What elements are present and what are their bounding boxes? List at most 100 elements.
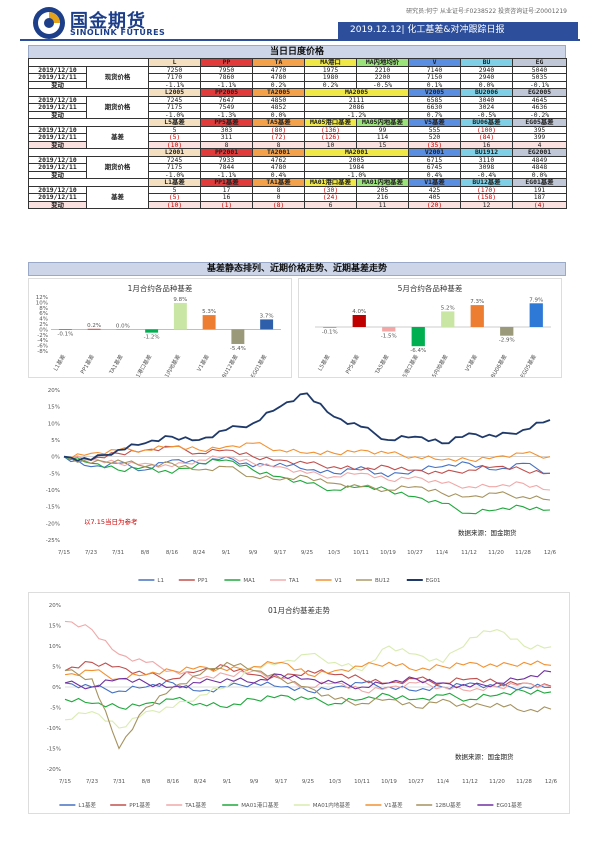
x-tick-label: TA5基差: [372, 353, 390, 377]
legend-label: L1: [157, 578, 164, 584]
value-cell: 205: [356, 185, 409, 194]
value-cell: 191: [512, 185, 567, 194]
price-table: L PP TA MA港口 MA内地均价 V BU EG 2019/12/10 现货价格 7250 79…: [28, 58, 567, 209]
x-tick-label: 8/16: [167, 779, 180, 785]
x-tick-label: 10/19: [381, 779, 397, 785]
table-header-cell: PP: [200, 58, 253, 67]
value-cell: (8): [252, 200, 305, 209]
x-tick-label: 8/8: [142, 779, 151, 785]
value-cell: 7549: [200, 103, 253, 112]
value-cell: 16: [200, 193, 253, 202]
report-header: 国金期货 SINOLINK FUTURES 研究员:何宁 从业证号:F02385…: [0, 0, 595, 46]
x-tick-label: 7/31: [112, 550, 124, 556]
table-header-cell: EG01基差: [512, 178, 567, 187]
x-tick-label: 9/17: [275, 779, 288, 785]
table-header-cell: MA01港口基差: [304, 178, 357, 187]
section-daily-title: 当日日度价格: [28, 45, 566, 59]
value-cell: 4780: [252, 163, 305, 172]
value-cell: -0.5%: [356, 80, 409, 89]
row-date-cell: 变动: [28, 170, 87, 179]
value-cell: 6630: [408, 103, 461, 112]
value-cell: 4770: [252, 65, 305, 74]
legend-label: MA01港口基差: [241, 801, 279, 809]
y-tick-label: -20%: [47, 767, 61, 773]
x-tick-label: L1基差: [51, 353, 67, 373]
value-cell: (24): [304, 193, 357, 202]
table-header-cell: PP2001: [200, 148, 253, 157]
x-tick-label: 9/17: [274, 550, 287, 556]
bar: [529, 303, 543, 327]
row-date-cell: 2019/12/11: [28, 73, 87, 82]
value-cell: -1.3%: [200, 110, 253, 119]
y-tick-label: 10%: [49, 644, 61, 650]
value-cell: 7860: [200, 73, 253, 82]
chart-title: 5月合约各品种基差: [398, 283, 463, 293]
table-header-cell: MA2005: [304, 88, 409, 97]
value-cell: 4636: [512, 103, 567, 112]
bar-value-label: -5.4%: [230, 346, 246, 352]
y-tick-label: -4%: [37, 338, 48, 344]
value-cell: 5040: [512, 65, 567, 74]
value-cell: 311: [200, 133, 253, 142]
y-tick-label: 8%: [39, 306, 48, 312]
legend-label: MA1: [243, 578, 255, 584]
value-cell: 3024: [460, 103, 513, 112]
x-tick-label: 7/15: [59, 779, 72, 785]
value-cell: 16: [460, 140, 513, 149]
table-row: 2019/12/10 基差 5 17 8 (30) 205 425 (170) 191: [28, 185, 567, 209]
row-group-label: 基差: [86, 125, 149, 149]
value-cell: 2111: [304, 95, 409, 104]
value-cell: 114: [356, 133, 409, 142]
value-cell: 7175: [148, 103, 201, 112]
bar-value-label: 7.3%: [470, 299, 484, 305]
x-tick-label: 7/31: [113, 779, 125, 785]
bar: [323, 327, 337, 328]
y-tick-label: -5%: [50, 706, 61, 712]
table-header-cell: BU1912: [460, 148, 513, 157]
y-tick-label: -25%: [46, 538, 60, 544]
value-cell: (170): [460, 185, 513, 194]
legend-label: EG01: [426, 578, 441, 584]
y-tick-label: -2%: [37, 333, 48, 339]
table-row: 变动 (10) 8 8 10 15 (35) 16 4: [28, 140, 567, 149]
bar-value-label: 5.2%: [441, 305, 455, 311]
value-cell: -1.1%: [148, 80, 201, 89]
value-cell: 99: [356, 125, 409, 134]
value-cell: -1.2%: [304, 110, 409, 119]
x-tick-label: 9/1: [223, 779, 232, 785]
y-tick-label: 15%: [48, 405, 60, 411]
table-header-cell: EG: [512, 58, 567, 67]
legend-label: TA1: [288, 578, 299, 584]
bar: [470, 305, 484, 327]
value-cell: 0: [252, 193, 305, 202]
value-cell: 7150: [408, 73, 461, 82]
series-line: [64, 660, 552, 681]
x-tick-label: 7/23: [85, 550, 98, 556]
row-group-label: 期货价格: [86, 95, 149, 119]
value-cell: 0.4%: [252, 170, 305, 179]
series-line: [64, 680, 552, 694]
value-cell: 399: [512, 133, 567, 142]
value-cell: 4780: [252, 73, 305, 82]
chart-jan-basis: 1月合约各品种基差 12% 10% 8% 6% 4% 2% 0% -2% -4% -6% -8% -0.…: [28, 278, 292, 378]
table-header-cell: PP2005: [200, 88, 253, 97]
y-tick-label: 2%: [39, 322, 48, 328]
table-header-row: L5基差 PP5基差 TA5基差 MA05港口基差 MA05内地基差 V5基差 BU06基差…: [28, 118, 567, 127]
legend-label: PP1: [198, 578, 208, 584]
row-date-cell: 2019/12/10: [28, 95, 87, 104]
value-cell: 6585: [408, 95, 461, 104]
table-header-cell: PP1基差: [200, 178, 253, 187]
y-tick-label: -20%: [46, 521, 60, 527]
x-tick-label: 10/11: [354, 779, 370, 785]
x-tick-label: 12/6: [544, 550, 557, 556]
table-header-cell: BU06基差: [460, 118, 513, 127]
value-cell: -0.5%: [460, 110, 513, 119]
table-header-cell: L5基差: [148, 118, 201, 127]
value-cell: 7933: [200, 155, 253, 164]
data-source: 数据来源：国金期货: [455, 752, 514, 761]
row-date-cell: 2019/12/11: [28, 133, 87, 142]
bar: [202, 315, 216, 330]
table-header-blank: [28, 118, 149, 127]
row-date-cell: 2019/12/10: [28, 155, 87, 164]
x-tick-label: 10/27: [407, 550, 423, 556]
